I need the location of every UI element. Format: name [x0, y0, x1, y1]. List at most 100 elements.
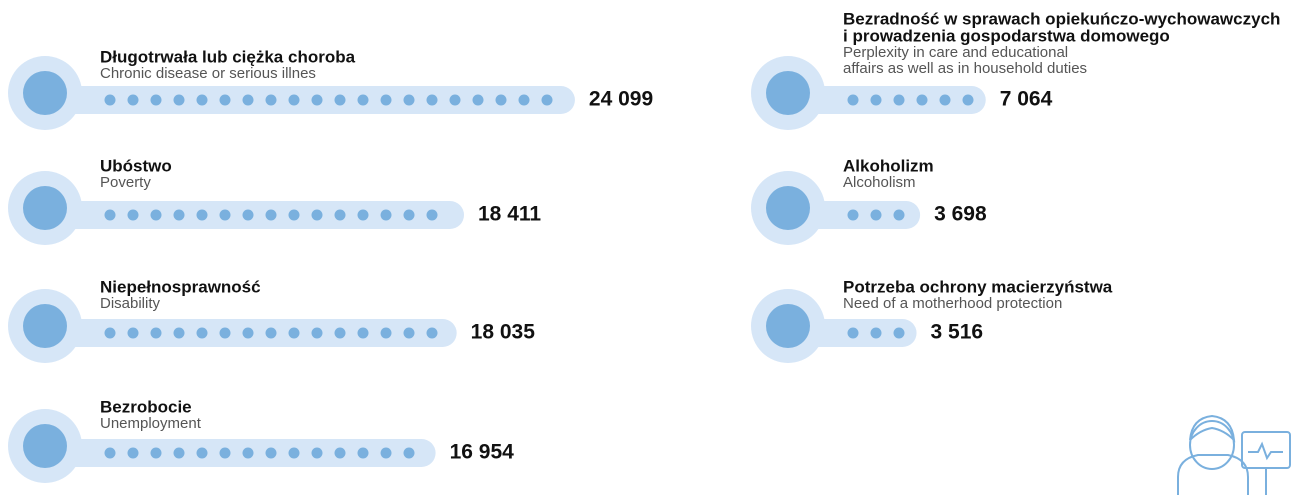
dot: [173, 447, 185, 459]
dot: [104, 447, 116, 459]
dot: [962, 94, 974, 106]
dot: [916, 94, 928, 106]
dot: [265, 447, 277, 459]
dot: [426, 94, 438, 106]
dot: [893, 327, 905, 339]
dot: [403, 94, 415, 106]
icon-inner: [766, 71, 810, 115]
dot: [219, 94, 231, 106]
dot: [219, 209, 231, 221]
dot: [311, 327, 323, 339]
value-label: 18 035: [471, 321, 536, 344]
dot: [288, 327, 300, 339]
dot: [196, 447, 208, 459]
dot: [870, 94, 882, 106]
dot: [380, 447, 392, 459]
dot: [426, 209, 438, 221]
bar-track: [45, 86, 575, 114]
dot: [219, 447, 231, 459]
dot: [357, 447, 369, 459]
dot: [311, 94, 323, 106]
dot: [265, 94, 277, 106]
icon-inner: [766, 186, 810, 230]
value-label: 24 099: [589, 88, 653, 111]
icon-inner: [23, 424, 67, 468]
dot: [357, 94, 369, 106]
dot: [150, 94, 162, 106]
category-subtitle: Disability: [100, 295, 161, 312]
dot: [104, 327, 116, 339]
icon-inner: [23, 304, 67, 348]
dot: [104, 94, 116, 106]
dot: [847, 209, 859, 221]
value-label: 16 954: [450, 441, 515, 464]
dot: [380, 209, 392, 221]
dot: [173, 209, 185, 221]
dot: [242, 94, 254, 106]
dot: [288, 94, 300, 106]
dot: [150, 327, 162, 339]
dot: [426, 327, 438, 339]
category-subtitle: Poverty: [100, 174, 151, 191]
dot: [288, 209, 300, 221]
category-label: Bezradność w sprawach opiekuńczo-wychowa…: [843, 9, 1280, 28]
dot: [311, 209, 323, 221]
dot: [173, 94, 185, 106]
bar-track: [45, 439, 436, 467]
dot: [893, 209, 905, 221]
dot: [893, 94, 905, 106]
category-label: i prowadzenia gospodarstwa domowego: [843, 26, 1170, 45]
category-subtitle: affairs as well as in household duties: [843, 60, 1087, 77]
dot: [173, 327, 185, 339]
category-subtitle: Alcoholism: [843, 174, 916, 191]
dot: [403, 209, 415, 221]
value-label: 18 411: [478, 203, 541, 226]
dot: [265, 209, 277, 221]
dot: [127, 94, 139, 106]
dot: [939, 94, 951, 106]
category-label: Długotrwała lub ciężka choroba: [100, 47, 356, 66]
dot: [357, 209, 369, 221]
bar-track: [45, 201, 465, 229]
dot: [196, 209, 208, 221]
category-subtitle: Need of a motherhood protection: [843, 295, 1062, 312]
dot: [449, 94, 461, 106]
dot: [150, 209, 162, 221]
dot: [196, 94, 208, 106]
dot: [127, 447, 139, 459]
dot: [847, 327, 859, 339]
dot: [242, 209, 254, 221]
dot: [104, 209, 116, 221]
dot: [334, 209, 346, 221]
dot: [472, 94, 484, 106]
dot: [265, 327, 277, 339]
decor-icon: [1177, 414, 1291, 495]
icon-inner: [23, 186, 67, 230]
dot: [380, 94, 392, 106]
dot: [334, 327, 346, 339]
dot: [357, 327, 369, 339]
value-label: 3 516: [931, 321, 984, 344]
dot: [518, 94, 530, 106]
dot: [870, 327, 882, 339]
dot: [541, 94, 553, 106]
dot: [196, 327, 208, 339]
category-label: Potrzeba ochrony macierzyństwa: [843, 277, 1113, 296]
dot: [334, 94, 346, 106]
dot: [334, 447, 346, 459]
dot: [380, 327, 392, 339]
dot: [870, 209, 882, 221]
category-subtitle: Perplexity in care and educational: [843, 44, 1068, 61]
dot: [219, 327, 231, 339]
value-label: 7 064: [1000, 88, 1053, 111]
category-subtitle: Chronic disease or serious illnes: [100, 65, 316, 82]
icon-inner: [23, 71, 67, 115]
dot: [288, 447, 300, 459]
dot: [311, 447, 323, 459]
category-label: Ubóstwo: [100, 156, 172, 175]
dot: [847, 94, 859, 106]
icon-inner: [766, 304, 810, 348]
bar-track: [788, 86, 986, 114]
